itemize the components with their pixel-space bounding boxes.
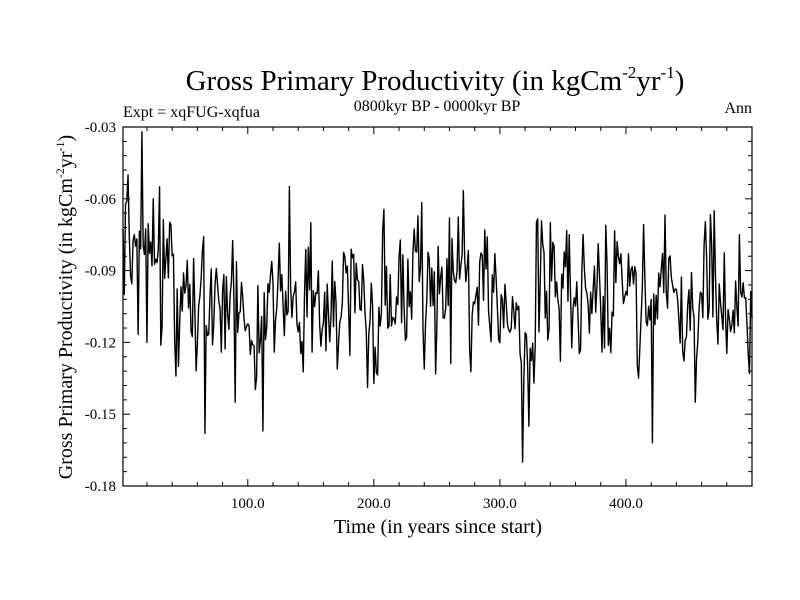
chart-title-text: Gross Primary Productivity (in kgCm	[186, 65, 623, 97]
y-axis-label-mid: yr	[55, 151, 77, 168]
x-tick-label: 400.0	[609, 496, 643, 512]
subtitle-left: Expt = xqFUG-xqfua	[123, 104, 260, 121]
y-axis-label-text: Gross Primary Productivity (in kgCm	[55, 178, 77, 480]
y-axis-label-sup1: -2	[53, 168, 67, 178]
y-axis-label-end: )	[55, 135, 77, 142]
y-tick-label: -0.15	[85, 407, 116, 423]
y-tick-label: -0.18	[85, 479, 116, 495]
ticks-layer: -0.18 -0.15 -0.12 -0.09 -0.06 -0.03 100.0 200.0…	[85, 120, 752, 512]
x-axis-label: Time (in years since start)	[334, 516, 542, 538]
chart-title: Gross Primary Productivity (in kgCm-2yr-…	[186, 63, 685, 97]
chart-title-mid: yr	[636, 65, 661, 97]
subtitle-right: Ann	[724, 100, 752, 117]
x-tick-label: 300.0	[483, 496, 517, 512]
series-line	[122, 131, 753, 463]
series-layer	[122, 131, 753, 463]
chart-title-end: )	[675, 65, 685, 97]
subtitle-center: 0800kyr BP - 0000kyr BP	[354, 98, 521, 115]
y-axis-label-sup2: -1	[53, 141, 67, 151]
x-tick-label: 200.0	[357, 496, 391, 512]
x-tick-label: 100.0	[231, 496, 265, 512]
y-axis-label: Gross Primary Productivity (in kgCm-2yr-…	[53, 135, 77, 479]
y-tick-label: -0.12	[85, 335, 116, 351]
y-tick-label: -0.03	[85, 120, 116, 136]
chart-title-sup2: -1	[661, 63, 675, 82]
y-tick-label: -0.06	[85, 192, 117, 208]
chart-title-sup1: -2	[622, 63, 636, 82]
y-tick-label: -0.09	[85, 264, 116, 280]
